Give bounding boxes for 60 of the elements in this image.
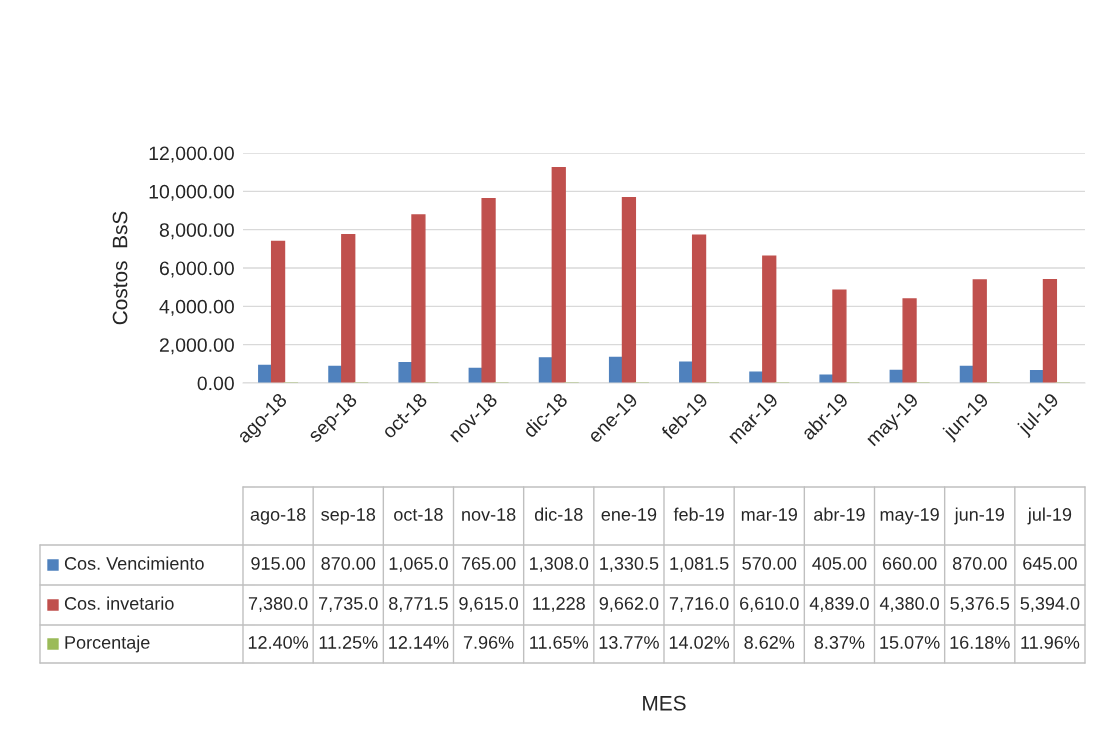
y-tick-label: 12,000.00 xyxy=(149,146,234,163)
data-label: 11.65% xyxy=(530,636,589,649)
category-label: jun-19 xyxy=(954,507,1004,525)
data-label: 8.62% xyxy=(744,636,795,649)
category-label: jul-19 xyxy=(1027,507,1072,525)
data-label: 870.00 xyxy=(321,557,376,570)
data-label: 570.00 xyxy=(742,557,797,570)
y-axis-title: Costos BsS xyxy=(112,211,128,325)
y-tick-label: 8,000.00 xyxy=(159,223,234,240)
legend-label: Porcentaje xyxy=(65,635,150,653)
category-label: ago-18 xyxy=(250,508,306,525)
data-label: 660.00 xyxy=(882,557,937,570)
data-label: 9,615.0 xyxy=(459,597,518,612)
category-label: ene-19 xyxy=(601,508,657,521)
data-label: 765.00 xyxy=(461,557,516,570)
data-label: 5,376.5 xyxy=(950,597,1010,612)
data-label: 6,610.0 xyxy=(740,597,799,612)
legend-label: Cos. Vencimiento xyxy=(64,556,204,570)
data-label: 8,771.5 xyxy=(389,597,448,612)
y-tick-label: 10,000.00 xyxy=(149,184,234,201)
data-label: 12.14% xyxy=(389,636,449,649)
category-label: abr-19 xyxy=(814,507,865,521)
data-label: 4,380.0 xyxy=(879,597,939,612)
data-label: 1,065.0 xyxy=(389,557,448,572)
category-label: dic-18 xyxy=(534,507,583,521)
data-label: 7.96% xyxy=(463,636,514,649)
data-label: 645.00 xyxy=(1023,557,1077,570)
data-label: 12.40% xyxy=(248,636,309,649)
data-label: 1,308.0 xyxy=(530,557,589,572)
data-label: 1,330.5 xyxy=(600,557,659,572)
data-label: 4,839.0 xyxy=(809,597,869,612)
data-label: 15.07% xyxy=(880,636,940,649)
data-label: 915.00 xyxy=(251,557,305,570)
y-tick-label: 4,000.00 xyxy=(159,299,234,316)
data-label: 7,735.0 xyxy=(319,597,378,612)
data-label: 1,081.5 xyxy=(670,557,729,572)
category-label: nov-18 xyxy=(462,508,516,521)
data-label: 5,394.0 xyxy=(1020,597,1080,612)
data-label: 9,662.0 xyxy=(599,597,659,612)
y-tick-label: 6,000.00 xyxy=(159,261,234,278)
legend-label: Cos. invetario xyxy=(64,596,174,610)
category-label: may-19 xyxy=(880,508,939,525)
text: MES xyxy=(643,695,686,711)
data-label: 7,716.0 xyxy=(669,597,729,612)
data-label: 11.25% xyxy=(319,636,378,649)
category-label: sep-18 xyxy=(321,508,376,525)
data-label: 16.18% xyxy=(950,636,1010,649)
data-label: 870.00 xyxy=(952,557,1007,570)
data-label: 14.02% xyxy=(669,636,730,649)
data-label: 11,228 xyxy=(533,597,585,612)
data-label: 7,380.0 xyxy=(248,597,308,612)
y-tick-label: 2,000.00 xyxy=(159,338,234,355)
data-label: 8.37% xyxy=(814,636,865,649)
data-label: 11.96% xyxy=(1021,636,1080,649)
category-label: mar-19 xyxy=(741,508,797,521)
data-label: 405.00 xyxy=(812,557,867,570)
category-label: oct-18 xyxy=(394,508,443,521)
y-tick-label: 0.00 xyxy=(197,376,234,391)
data-label: 13.77% xyxy=(599,636,659,649)
category-label: feb-19 xyxy=(673,507,724,521)
